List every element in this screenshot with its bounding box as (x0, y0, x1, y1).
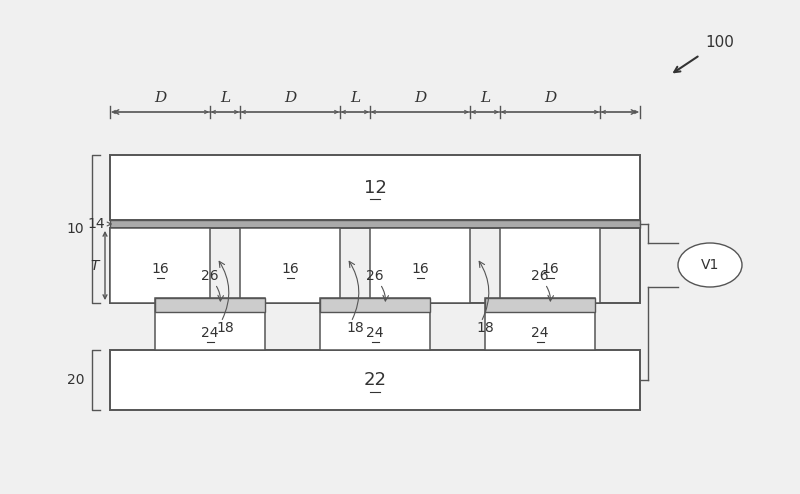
Bar (370, 228, 470, 303)
Text: 18: 18 (216, 321, 234, 335)
Bar (110, 350, 640, 410)
Text: 24: 24 (202, 326, 218, 340)
Text: 16: 16 (281, 262, 299, 276)
Text: D: D (544, 91, 556, 105)
Text: 24: 24 (531, 326, 549, 340)
Text: V1: V1 (701, 258, 719, 272)
Text: 18: 18 (346, 321, 364, 335)
Text: 16: 16 (151, 262, 169, 276)
Text: 26: 26 (201, 269, 219, 283)
Text: L: L (350, 91, 360, 105)
Text: 18: 18 (476, 321, 494, 335)
Bar (320, 298, 430, 350)
Text: L: L (480, 91, 490, 105)
Bar (485, 298, 595, 312)
Text: 24: 24 (366, 326, 384, 340)
Text: 12: 12 (363, 178, 386, 197)
Bar (485, 298, 595, 350)
Bar (110, 228, 640, 303)
Bar (110, 228, 210, 303)
Text: 22: 22 (363, 371, 386, 389)
Bar (320, 298, 430, 312)
Text: L: L (220, 91, 230, 105)
Ellipse shape (678, 243, 742, 287)
Text: 26: 26 (366, 269, 384, 283)
Text: T: T (90, 258, 99, 273)
Bar (110, 155, 640, 220)
Text: 16: 16 (541, 262, 559, 276)
Text: 16: 16 (411, 262, 429, 276)
Text: 26: 26 (531, 269, 549, 283)
Bar (155, 298, 265, 350)
Bar (155, 298, 265, 312)
Bar (110, 220, 640, 228)
Text: 10: 10 (66, 222, 84, 236)
Text: 100: 100 (705, 35, 734, 50)
Text: 14: 14 (87, 217, 105, 231)
Bar (240, 228, 340, 303)
Text: D: D (154, 91, 166, 105)
Text: 20: 20 (66, 373, 84, 387)
Text: D: D (284, 91, 296, 105)
Bar (500, 228, 600, 303)
Text: D: D (414, 91, 426, 105)
